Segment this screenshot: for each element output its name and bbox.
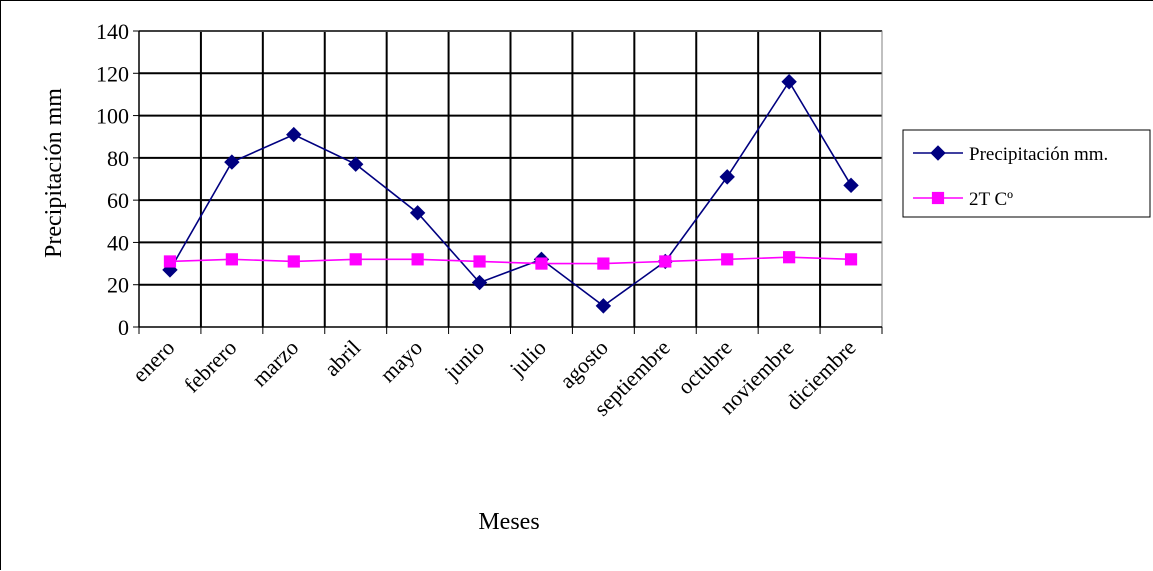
data-point-marker — [349, 253, 362, 266]
data-point-marker — [348, 156, 364, 172]
data-point-marker — [931, 191, 945, 205]
data-point-marker — [930, 145, 946, 161]
x-tick-label: abril — [319, 335, 365, 381]
data-point-marker — [783, 251, 796, 264]
data-point-marker — [286, 126, 302, 143]
legend-label: 2T Cº — [969, 189, 1013, 210]
data-point-marker — [224, 154, 240, 170]
legend: Precipitación mm. 2T Cº — [902, 129, 1151, 218]
y-tick-label: 80 — [107, 146, 129, 171]
tick-labels: 0 20 40 60 80 100 120 140 enero febrero marzo abril… — [96, 19, 861, 421]
x-tick-label: febrero — [179, 335, 242, 398]
x-tick-label: junio — [439, 335, 489, 385]
legend-box — [902, 129, 1151, 218]
data-point-marker — [411, 253, 424, 266]
y-tick-label: 100 — [96, 104, 129, 129]
x-tick-label: mayo — [375, 335, 427, 387]
data-point-marker — [843, 177, 859, 194]
legend-item: 2T Cº — [913, 189, 1013, 210]
y-tick-label: 60 — [107, 188, 129, 213]
y-tick-label: 120 — [96, 61, 129, 86]
data-point-marker — [597, 257, 610, 270]
data-point-marker — [225, 253, 238, 266]
data-point-marker — [287, 255, 300, 268]
x-tick-label: julio — [504, 335, 551, 382]
series-layer — [162, 74, 859, 314]
data-point-marker — [535, 257, 548, 270]
gridlines — [139, 30, 882, 327]
y-tick-label: 140 — [96, 19, 129, 44]
data-point-marker — [471, 274, 488, 291]
data-point-marker — [781, 74, 797, 90]
x-tick-label: enero — [127, 335, 179, 387]
x-axis-title: Meses — [478, 509, 539, 535]
series-line — [169, 80, 852, 307]
data-point-marker — [163, 255, 177, 268]
data-point-marker — [473, 255, 486, 268]
y-tick-label: 40 — [107, 230, 129, 255]
y-axis-title: Precipitación mm — [41, 88, 67, 258]
x-tick-label: agosto — [555, 335, 613, 393]
data-point-marker — [844, 253, 858, 266]
y-tick-label: 20 — [107, 273, 129, 298]
legend-item: Precipitación mm. — [913, 144, 1108, 165]
series-line — [169, 256, 852, 265]
legend-items: Precipitación mm. 2T Cº — [913, 144, 1108, 210]
data-point-marker — [721, 253, 734, 266]
series-2 — [163, 251, 858, 270]
x-tick-label: marzo — [247, 335, 304, 392]
data-point-marker — [659, 255, 672, 268]
y-tick-label: 0 — [118, 315, 129, 340]
data-point-marker — [595, 298, 612, 314]
data-point-marker — [409, 205, 426, 221]
axes — [133, 30, 883, 334]
legend-label: Precipitación mm. — [969, 144, 1108, 165]
data-point-marker — [719, 169, 735, 185]
